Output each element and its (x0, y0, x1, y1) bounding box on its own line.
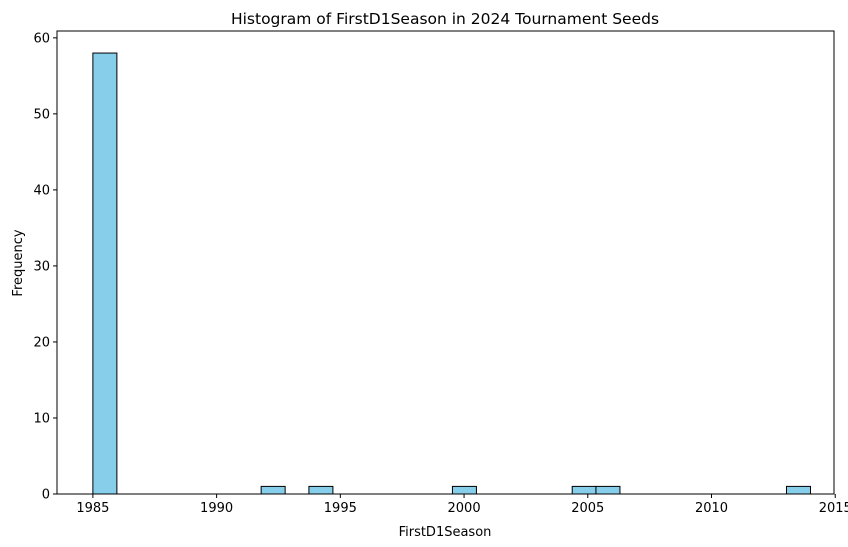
plot-frame (56, 30, 835, 495)
histogram-bar (92, 52, 118, 495)
chart-title: Histogram of FirstD1Season in 2024 Tourn… (231, 10, 659, 28)
x-tick-label: 2005 (571, 501, 604, 516)
x-axis-ticks: 1985 1990 1995 2000 2005 2010 2015 (76, 494, 848, 516)
y-tick-label: 10 (33, 411, 50, 426)
x-tick-label: 1990 (200, 501, 233, 516)
x-tick-label: 2010 (695, 501, 728, 516)
x-axis-label: FirstD1Season (399, 525, 492, 540)
y-tick-label: 30 (33, 259, 50, 274)
y-axis-label: Frequency (11, 229, 26, 296)
x-tick-label: 2000 (448, 501, 481, 516)
y-axis-ticks: 0 10 20 30 40 50 60 (33, 31, 57, 503)
histogram-bar (571, 485, 597, 495)
histogram-bar (308, 485, 334, 495)
x-tick-label: 1995 (324, 501, 357, 516)
y-tick-label: 20 (33, 335, 50, 350)
histogram-bar (451, 485, 477, 495)
y-tick-label: 0 (42, 488, 50, 503)
y-tick-label: 60 (33, 31, 50, 46)
y-tick-label: 40 (33, 183, 50, 198)
x-tick-label: 2015 (819, 501, 848, 516)
histogram-bar (785, 485, 811, 495)
x-tick-label: 1985 (76, 501, 109, 516)
y-tick-label: 50 (33, 107, 50, 122)
histogram-bar (595, 485, 621, 495)
histogram-bar (260, 485, 286, 495)
